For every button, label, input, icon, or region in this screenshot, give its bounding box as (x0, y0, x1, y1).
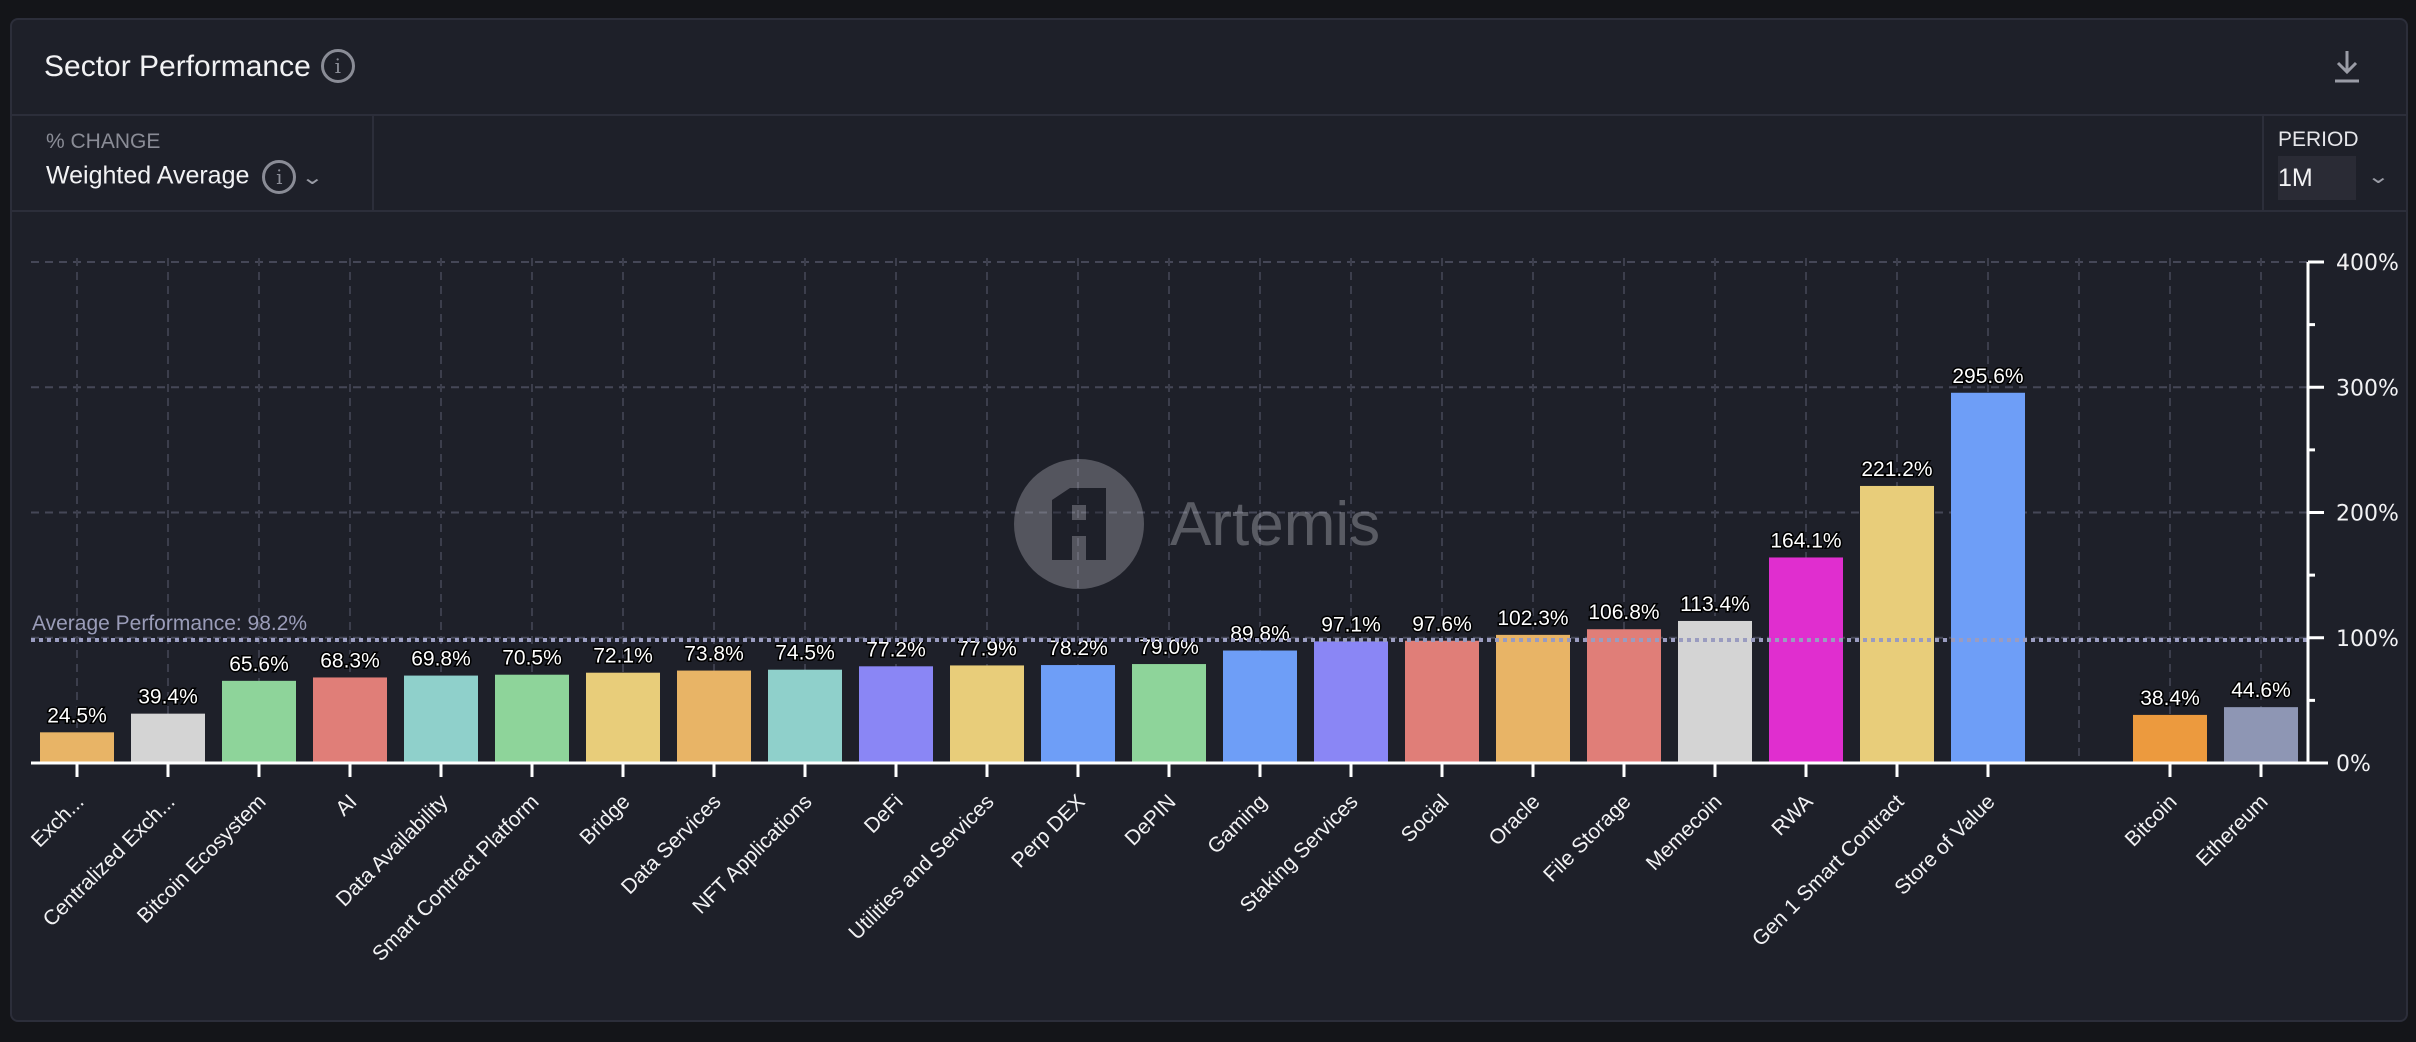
data-label: 38.4% (2140, 687, 2200, 710)
x-tick-label: AI (331, 790, 361, 820)
data-label: 77.2% (866, 638, 926, 661)
y-tick-label: 300% (2336, 376, 2399, 401)
x-tick-label: Smart Contract Platform (368, 790, 544, 966)
metric-label: % CHANGE (46, 130, 161, 153)
period-select[interactable]: 1M (2278, 156, 2356, 200)
data-label: 78.2% (1048, 637, 1108, 660)
bar (1678, 620, 1752, 763)
average-line-group: Average Performance: 98.2% (31, 612, 2308, 643)
period-value: 1M (2278, 164, 2313, 192)
x-tick-label: Memecoin (1642, 790, 1727, 875)
data-label: 97.6% (1412, 613, 1472, 636)
x-tick-label: Oracle (1485, 790, 1545, 850)
bar (1951, 392, 2025, 763)
data-label: 113.4% (1680, 593, 1750, 616)
x-tick-label: DeFi (860, 790, 908, 838)
download-icon[interactable] (2332, 48, 2362, 84)
bar (313, 677, 387, 763)
x-tick-label: Exch... (27, 790, 89, 852)
data-label: 70.5% (502, 647, 562, 670)
bar (1860, 485, 1934, 763)
divider (372, 116, 374, 210)
data-label: 72.1% (593, 645, 653, 668)
chevron-down-icon[interactable]: ⌄ (301, 166, 325, 189)
bar (131, 713, 205, 763)
data-label: 74.5% (775, 642, 835, 665)
x-tick-label: Social (1397, 790, 1454, 847)
y-tick-label: 400% (2336, 251, 2399, 276)
data-label: 73.8% (684, 643, 744, 666)
watermark: Artemis (1014, 459, 1380, 589)
data-label: 69.8% (411, 648, 471, 671)
card-header: Sector Performance i (12, 20, 2406, 116)
bar (859, 666, 933, 763)
bar (1769, 557, 1843, 763)
data-label: 221.2% (1861, 458, 1932, 481)
data-label: 97.1% (1321, 613, 1381, 636)
bar (404, 675, 478, 763)
bar (1223, 650, 1297, 763)
bar (40, 732, 114, 763)
bar (768, 669, 842, 763)
y-tick-label: 0% (2336, 752, 2371, 777)
period-label: PERIOD (2278, 128, 2359, 151)
data-label: 68.3% (320, 649, 380, 672)
controls-bar: % CHANGE Weighted Average i ⌄ PERIOD 1M ⌄ (12, 116, 2406, 212)
metric-dropdown[interactable]: Weighted Average i ⌄ (46, 160, 325, 194)
artemis-logo-icon (1014, 459, 1144, 589)
data-label: 102.3% (1497, 607, 1568, 630)
data-label: 106.8% (1588, 601, 1659, 624)
bar (1041, 665, 1115, 763)
bar (1132, 664, 1206, 763)
bar (2224, 707, 2298, 763)
bar (1405, 640, 1479, 763)
x-tick-label: Bitcoin (2121, 790, 2182, 851)
x-tick-label: Gen 1 Smart Contract (1748, 790, 1909, 951)
data-label: 39.4% (138, 686, 198, 709)
x-tick-label: Gaming (1203, 790, 1271, 858)
axes: Exch...Centralized Exch...Bitcoin Ecosys… (27, 251, 2399, 966)
title-text: Sector Performance (44, 50, 311, 83)
card-title: Sector Performance i (44, 49, 355, 84)
x-tick-label: Perp DEX (1007, 790, 1089, 872)
x-tick-label: Bridge (575, 790, 634, 849)
info-icon[interactable]: i (320, 49, 355, 84)
divider (2262, 116, 2264, 210)
x-tick-label: File Storage (1539, 790, 1635, 886)
data-label: 164.1% (1770, 529, 1841, 552)
y-tick-label: 200% (2336, 502, 2399, 527)
watermark-text: Artemis (1170, 490, 1380, 559)
bar (1314, 641, 1388, 763)
data-label: 65.6% (229, 653, 289, 676)
bar (1587, 629, 1661, 763)
logo-glyph (1052, 488, 1106, 560)
data-label: 44.6% (2231, 679, 2291, 702)
chevron-down-icon[interactable]: ⌄ (2366, 166, 2391, 188)
average-label: Average Performance: 98.2% (32, 612, 307, 635)
y-tick-label: 100% (2336, 627, 2399, 652)
bar (586, 672, 660, 763)
metric-value: Weighted Average (46, 161, 250, 190)
data-label: 295.6% (1952, 365, 2023, 388)
x-tick-label: RWA (1767, 790, 1817, 840)
bars: 24.5% 39.4% 65.6% 68.3% 69.8% 70.5% 72.1% 73.8%… (40, 363, 2298, 763)
bar (222, 680, 296, 763)
bar (2133, 714, 2207, 763)
bar (677, 670, 751, 763)
data-label: 89.8% (1230, 623, 1290, 646)
bar (495, 674, 569, 763)
x-tick-label: DePIN (1121, 790, 1181, 850)
info-icon[interactable]: i (262, 160, 297, 194)
data-label: 24.5% (47, 704, 107, 727)
bar (1496, 634, 1570, 763)
x-tick-label: Ethereum (2192, 790, 2273, 871)
bar (950, 665, 1024, 763)
